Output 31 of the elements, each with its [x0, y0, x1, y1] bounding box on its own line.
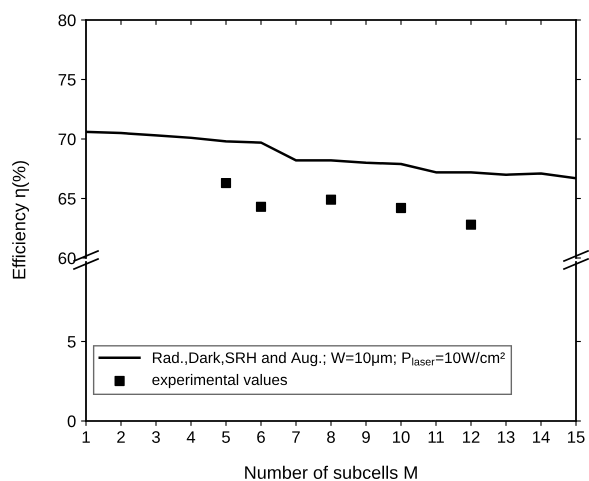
- point: [326, 194, 336, 205]
- x-tick-label: 4: [186, 431, 196, 443]
- x-tick-label: 7: [292, 431, 300, 443]
- x-tick-label: 13: [498, 431, 515, 443]
- y-tick-label: 65: [58, 192, 76, 205]
- legend-label: Rad.,Dark,SRH and Aug.; W=10μm; P$_{laser}$=10W/cm²: [152, 352, 505, 366]
- y-tick-label: 60: [58, 252, 76, 264]
- y-tick-label: 0: [68, 415, 76, 428]
- point: [396, 202, 406, 214]
- x-tick-label: 6: [257, 431, 265, 443]
- y-tick-label: 80: [58, 14, 76, 26]
- x-tick-label: 11: [428, 431, 444, 443]
- x-tick-label: 12: [463, 431, 480, 443]
- x-tick-label: 8: [327, 431, 335, 443]
- x-tick-label: 3: [152, 431, 160, 443]
- point: [466, 220, 476, 230]
- point: [256, 202, 266, 212]
- x-tick-label: 10: [393, 431, 410, 443]
- y-tick-label: 70: [58, 133, 76, 146]
- y-tick-label: 5: [68, 336, 76, 348]
- x-tick-label: 5: [222, 431, 230, 443]
- x-tick-label: 9: [362, 431, 370, 443]
- x-tick-label: 15: [568, 431, 585, 443]
- point: [220, 178, 232, 188]
- x-tick-label: 1: [82, 431, 90, 443]
- x-axis-title: Number of subcells M: [245, 466, 417, 479]
- x-tick-label: 2: [117, 431, 125, 443]
- x-tick-label: 14: [533, 431, 550, 443]
- legend-label: experimental values: [152, 374, 288, 388]
- y-axis-title: Efficiency η(%): [12, 161, 30, 279]
- y-tick-label: 75: [58, 74, 76, 86]
